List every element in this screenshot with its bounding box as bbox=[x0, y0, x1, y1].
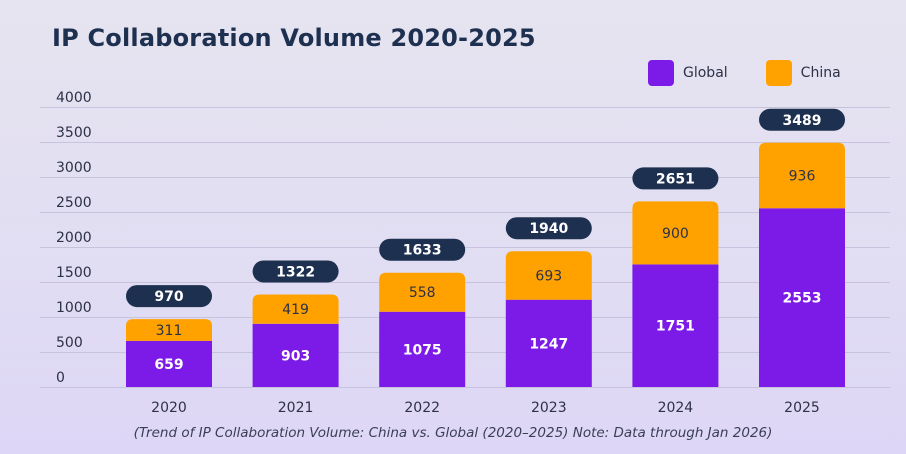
total-label: 2651 bbox=[656, 171, 695, 187]
total-pill bbox=[632, 167, 719, 190]
total-pill bbox=[505, 217, 592, 240]
bar-global bbox=[759, 208, 845, 387]
total-label: 1322 bbox=[276, 264, 315, 280]
total-pill bbox=[252, 260, 339, 283]
legend: Global China bbox=[648, 60, 879, 86]
legend-swatch-china bbox=[765, 60, 792, 86]
data-label-china: 693 bbox=[535, 268, 562, 284]
data-label-global: 1247 bbox=[529, 336, 568, 352]
chart-title: IP Collaboration Volume 2020-2025 bbox=[52, 24, 536, 52]
total-label: 970 bbox=[154, 289, 183, 305]
total-label: 3489 bbox=[783, 113, 822, 129]
total-label: 1633 bbox=[403, 243, 442, 259]
legend-item-global: Global bbox=[648, 60, 728, 86]
legend-item-china: China bbox=[765, 60, 841, 86]
bar-china bbox=[126, 319, 212, 341]
bar-china bbox=[379, 272, 466, 312]
total-pill bbox=[379, 238, 466, 261]
y-tick-label: 500 bbox=[56, 335, 83, 351]
legend-label-global: Global bbox=[683, 65, 728, 81]
x-tick-label: 2023 bbox=[531, 400, 567, 416]
y-tick-label: 4000 bbox=[56, 90, 92, 106]
total-label: 1940 bbox=[529, 221, 568, 237]
x-tick-label: 2025 bbox=[784, 400, 820, 416]
bar-global bbox=[126, 340, 212, 387]
total-pill bbox=[759, 108, 845, 131]
bar-china bbox=[759, 142, 845, 209]
bar-global bbox=[632, 264, 719, 387]
bar-global bbox=[379, 311, 466, 387]
y-tick-label: 0 bbox=[56, 370, 65, 386]
chart-caption: (Trend of IP Collaboration Volume: China… bbox=[133, 425, 773, 441]
legend-swatch-global bbox=[648, 60, 674, 86]
data-label-china: 311 bbox=[156, 323, 183, 339]
bar-china bbox=[252, 294, 339, 324]
data-label-china: 936 bbox=[789, 169, 816, 185]
bar-china bbox=[505, 251, 592, 300]
data-label-china: 900 bbox=[662, 226, 689, 242]
y-tick-label: 1500 bbox=[56, 265, 92, 281]
data-label-global: 1075 bbox=[403, 342, 442, 358]
bar-china bbox=[632, 201, 719, 265]
y-tick-label: 3000 bbox=[56, 160, 92, 176]
data-label-china: 419 bbox=[282, 302, 309, 318]
legend-label-china: China bbox=[800, 65, 841, 81]
x-tick-label: 2024 bbox=[658, 400, 694, 416]
data-label-global: 659 bbox=[154, 357, 183, 373]
y-tick-label: 2500 bbox=[56, 195, 92, 211]
y-tick-label: 2000 bbox=[56, 230, 92, 246]
x-tick-label: 2021 bbox=[278, 400, 314, 416]
x-tick-label: 2020 bbox=[151, 400, 187, 416]
data-label-global: 903 bbox=[281, 348, 310, 364]
y-tick-label: 3500 bbox=[56, 125, 92, 141]
bar-global bbox=[252, 323, 339, 387]
data-label-global: 1751 bbox=[656, 319, 695, 335]
bar-global bbox=[505, 299, 592, 387]
x-tick-label: 2022 bbox=[404, 400, 440, 416]
data-label-global: 2553 bbox=[783, 291, 822, 307]
data-label-china: 558 bbox=[409, 285, 436, 301]
y-tick-label: 1000 bbox=[56, 300, 92, 316]
total-pill bbox=[126, 285, 212, 308]
